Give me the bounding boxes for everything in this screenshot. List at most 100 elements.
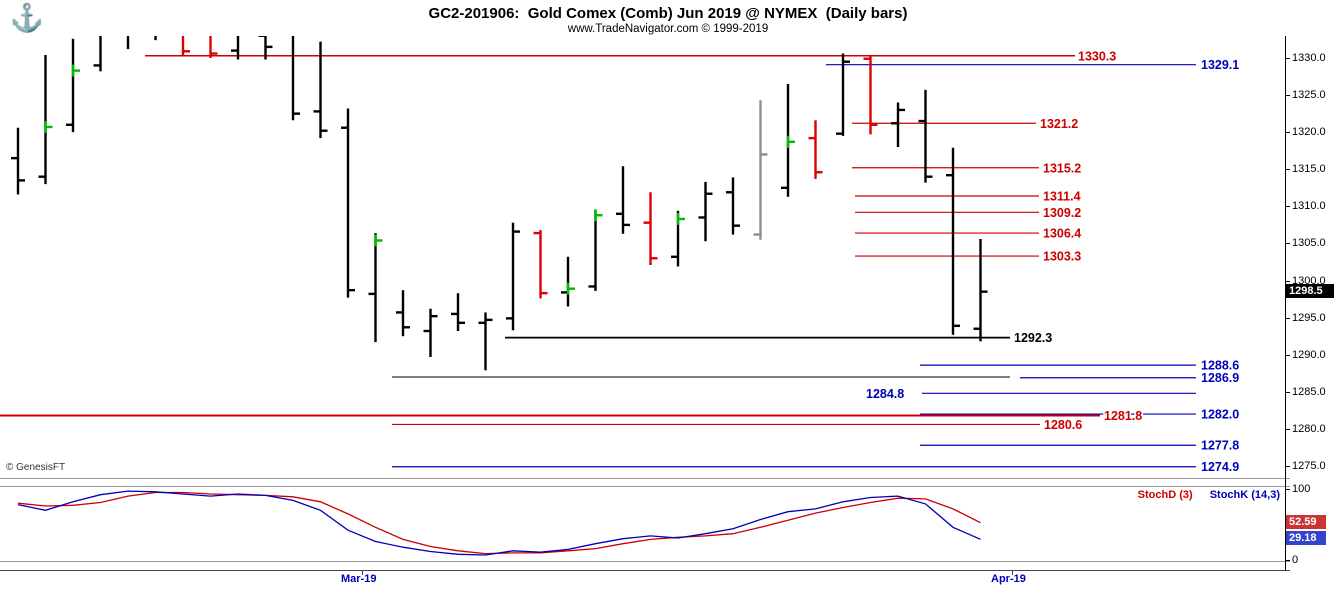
ohlc-bar[interactable] <box>231 36 245 60</box>
level-price-label: 1309.2 <box>1043 206 1081 220</box>
ohlc-bar[interactable] <box>204 36 218 58</box>
ohlc-bar[interactable] <box>918 89 933 183</box>
ohlc-bar[interactable] <box>698 181 713 242</box>
price-axis-tick <box>1285 243 1290 245</box>
level-price-label: 1280.6 <box>1044 418 1082 432</box>
ohlc-bar[interactable] <box>671 210 685 267</box>
ohlc-bar[interactable] <box>506 222 520 331</box>
price-axis-label: 1310.0 <box>1292 200 1326 213</box>
stochd-legend-label: StochD (3) <box>1137 489 1193 501</box>
level-price-label: 1281.8 <box>1104 409 1142 423</box>
price-axis-tick <box>1285 428 1290 430</box>
stochastic-pane[interactable] <box>0 487 1285 561</box>
pane-divider <box>0 486 1290 487</box>
ohlc-bar[interactable] <box>286 36 300 121</box>
pane-divider <box>0 561 1290 562</box>
ohlc-bar[interactable] <box>423 308 438 357</box>
price-axis-tick <box>1285 206 1290 208</box>
level-price-label: 1306.4 <box>1043 227 1081 241</box>
month-tick <box>362 570 363 575</box>
ohlc-bar[interactable] <box>863 55 878 135</box>
ohlc-bar[interactable] <box>451 293 465 331</box>
price-axis-label: 1330.0 <box>1292 52 1326 64</box>
ohlc-bar[interactable] <box>11 127 25 195</box>
price-axis-label: 1325.0 <box>1292 89 1326 102</box>
price-axis-label: 1320.0 <box>1292 126 1326 139</box>
ohlc-bar[interactable] <box>121 36 135 50</box>
level-price-label: 1286.9 <box>1201 371 1239 385</box>
level-price-label: 1315.2 <box>1043 161 1081 175</box>
level-price-label: 1288.6 <box>1201 359 1239 373</box>
price-axis-label: 1285.0 <box>1292 385 1326 398</box>
ohlc-bar[interactable] <box>258 36 273 60</box>
ohlc-bar[interactable] <box>616 166 630 234</box>
stochd-value-badge: 52.59 <box>1286 514 1326 529</box>
price-axis-tick <box>1285 354 1290 356</box>
ohlc-bar[interactable] <box>973 238 988 342</box>
price-axis-label: 1315.0 <box>1292 163 1326 176</box>
ohlc-bar[interactable] <box>946 147 960 335</box>
ohlc-bar[interactable] <box>643 192 658 265</box>
price-chart-pane[interactable]: 1330.3 1329.1 1321.2 1315.2 1311.4 1309.2 1306… <box>0 36 1285 478</box>
stoch-legend: StochD (3) StochK (14,3) <box>900 489 1280 501</box>
ohlc-bar[interactable] <box>836 53 850 136</box>
ohlc-bar[interactable] <box>313 41 328 139</box>
level-price-label: 1282.0 <box>1201 408 1239 422</box>
stoch-axis-tick <box>1285 560 1290 561</box>
price-axis-tick <box>1285 465 1290 467</box>
stoch-axis-label: 100 <box>1292 483 1311 495</box>
genesis-watermark: © GenesisFT <box>6 462 66 473</box>
month-label-Mar-19: Mar-19 <box>341 573 377 585</box>
price-axis-line[interactable] <box>1285 36 1286 571</box>
price-axis-tick <box>1285 95 1290 97</box>
price-axis-label: 1280.0 <box>1292 422 1326 435</box>
price-axis-tick <box>1285 391 1290 393</box>
level-price-label: 1330.3 <box>1078 49 1116 63</box>
price-axis-tick <box>1285 132 1290 134</box>
price-axis-label: 1300.0 <box>1292 274 1326 287</box>
price-axis-tick <box>1285 169 1290 171</box>
month-tick <box>1012 570 1013 575</box>
price-axis-tick <box>1285 317 1290 319</box>
ohlc-bar[interactable] <box>93 36 108 72</box>
ohlc-bar[interactable] <box>341 108 355 298</box>
ohlc-bar[interactable] <box>38 55 53 185</box>
level-price-label: 1284.8 <box>866 387 904 401</box>
last-price-badge: 1298.5 <box>1286 283 1334 298</box>
ohlc-bar[interactable] <box>533 230 548 299</box>
stochk-line <box>17 490 981 556</box>
copyright-subtitle: www.TradeNavigator.com © 1999-2019 <box>567 23 769 35</box>
price-axis-label: 1275.0 <box>1292 459 1326 472</box>
ohlc-bar[interactable] <box>149 36 163 41</box>
ohlc-bar[interactable] <box>588 209 603 291</box>
ohlc-bar[interactable] <box>561 256 575 307</box>
ohlc-bar[interactable] <box>368 233 383 343</box>
x-axis-line <box>0 570 1290 571</box>
ohlc-bar[interactable] <box>478 312 493 371</box>
level-price-label: 1321.2 <box>1040 117 1078 131</box>
ohlc-bar[interactable] <box>66 38 80 133</box>
ohlc-bar[interactable] <box>808 120 823 179</box>
price-axis-label: 1295.0 <box>1292 311 1326 324</box>
price-axis-tick <box>1285 58 1290 59</box>
stochk-value-badge: 29.18 <box>1286 531 1326 546</box>
stoch-axis-label: 0 <box>1292 554 1299 566</box>
chart-title: GC2-201906: Gold Comex (Comb) Jun 2019 @… <box>428 5 908 22</box>
stochk-legend-label: StochK (14,3) <box>1209 489 1280 501</box>
ohlc-bar[interactable] <box>726 177 740 235</box>
ohlc-bar[interactable] <box>176 36 190 56</box>
ohlc-bar[interactable] <box>891 102 905 148</box>
anchor-logo-icon: ⚓ <box>10 3 44 33</box>
ohlc-bar[interactable] <box>781 83 795 197</box>
stoch-axis-tick <box>1285 489 1290 490</box>
chart-header: GC2-201906: Gold Comex (Comb) Jun 2019 @… <box>0 0 1336 35</box>
level-price-label: 1311.4 <box>1043 189 1081 203</box>
stochd-line <box>17 491 981 555</box>
level-price-label: 1277.8 <box>1201 439 1239 453</box>
ohlc-bar[interactable] <box>396 290 410 337</box>
price-axis-label: 1305.0 <box>1292 237 1326 250</box>
pane-divider <box>0 478 1290 479</box>
month-label-Apr-19: Apr-19 <box>991 573 1026 585</box>
ohlc-bar[interactable] <box>753 100 768 240</box>
